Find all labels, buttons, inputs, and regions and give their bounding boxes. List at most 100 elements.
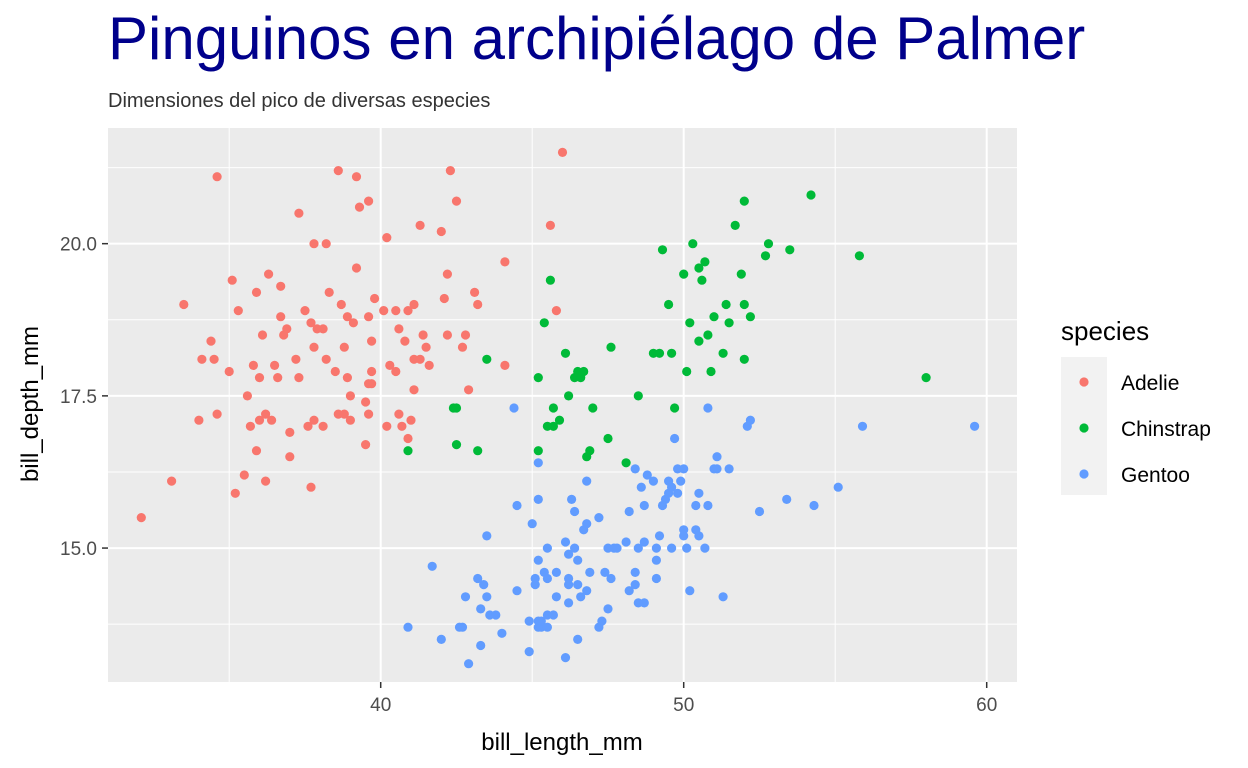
point-gentoo (560, 537, 571, 547)
point-adelie (282, 324, 292, 334)
point-chinstrap (706, 366, 716, 377)
point-adelie (451, 196, 462, 206)
point-adelie (251, 446, 262, 456)
point-adelie (409, 385, 419, 395)
x-tick-label: 40 (370, 695, 391, 716)
point-chinstrap (724, 318, 734, 328)
data-points (136, 147, 980, 669)
point-chinstrap (921, 373, 931, 383)
point-chinstrap (533, 446, 543, 456)
point-gentoo (403, 622, 413, 632)
point-chinstrap (564, 391, 574, 401)
point-chinstrap (667, 348, 677, 358)
point-adelie (406, 415, 416, 425)
point-adelie (309, 239, 319, 249)
point-adelie (361, 397, 371, 407)
point-adelie (361, 440, 371, 450)
point-chinstrap (718, 348, 728, 358)
point-gentoo (482, 592, 492, 602)
point-gentoo (639, 537, 649, 547)
point-gentoo (573, 634, 583, 645)
point-adelie (227, 275, 237, 285)
point-gentoo (809, 500, 819, 511)
point-gentoo (473, 573, 483, 584)
x-tick-labels: 40 50 60 (370, 695, 997, 716)
point-adelie (212, 172, 222, 182)
point-chinstrap (721, 299, 731, 310)
point-adelie (442, 330, 452, 340)
point-chinstrap (664, 299, 674, 310)
point-gentoo (594, 513, 604, 523)
point-chinstrap (473, 446, 483, 456)
point-adelie (394, 324, 404, 334)
point-gentoo (639, 500, 649, 511)
point-gentoo (630, 580, 640, 590)
point-adelie (354, 202, 365, 212)
point-chinstrap (670, 403, 680, 413)
point-adelie (264, 269, 274, 279)
point-adelie (436, 226, 446, 237)
point-gentoo (857, 421, 868, 431)
point-gentoo (673, 488, 683, 498)
point-gentoo (564, 598, 574, 608)
point-gentoo (427, 561, 437, 571)
point-gentoo (582, 519, 592, 529)
point-chinstrap (785, 245, 795, 255)
point-gentoo (782, 494, 792, 504)
point-gentoo (530, 573, 540, 584)
point-adelie (167, 476, 177, 486)
point-chinstrap (709, 312, 719, 322)
point-gentoo (648, 476, 659, 486)
point-adelie (270, 360, 280, 370)
point-gentoo (694, 488, 704, 498)
point-adelie (367, 336, 377, 346)
point-chinstrap (548, 403, 559, 413)
point-adelie (500, 257, 510, 267)
point-adelie (179, 299, 189, 310)
point-adelie (339, 342, 349, 352)
point-chinstrap (806, 190, 816, 200)
point-adelie (209, 354, 219, 364)
point-adelie (415, 354, 425, 364)
point-adelie (309, 415, 319, 425)
point-gentoo (497, 628, 507, 638)
point-gentoo (651, 555, 662, 565)
point-gentoo (633, 543, 643, 553)
point-adelie (233, 306, 243, 316)
point-chinstrap (403, 446, 413, 456)
point-chinstrap (682, 366, 692, 377)
point-gentoo (482, 531, 492, 541)
point-gentoo (606, 573, 616, 584)
point-adelie (500, 360, 510, 370)
point-gentoo (533, 458, 543, 468)
point-adelie (439, 293, 449, 304)
point-gentoo (582, 586, 592, 596)
point-adelie (285, 427, 295, 437)
y-tick-label: 15.0 (60, 539, 97, 560)
point-gentoo (603, 604, 613, 614)
point-gentoo (712, 452, 722, 462)
x-tick-label: 60 (976, 695, 997, 716)
point-gentoo (567, 494, 577, 504)
point-chinstrap (545, 275, 556, 285)
point-adelie (421, 342, 431, 352)
point-gentoo (560, 653, 571, 663)
x-axis-label: bill_length_mm (481, 729, 642, 756)
point-adelie (382, 421, 392, 431)
point-adelie (294, 373, 304, 383)
legend-items: Adelie Chinstrap Gentoo (1079, 372, 1211, 487)
point-gentoo (667, 482, 677, 492)
point-chinstrap (700, 257, 710, 267)
point-gentoo (597, 616, 607, 626)
point-chinstrap (703, 330, 713, 340)
point-adelie (367, 379, 377, 389)
point-gentoo (679, 525, 689, 535)
point-adelie (342, 312, 352, 322)
point-adelie (251, 287, 262, 297)
point-chinstrap (760, 251, 771, 261)
point-adelie (261, 409, 271, 419)
point-gentoo (654, 531, 665, 541)
point-adelie (351, 172, 362, 182)
point-chinstrap (736, 269, 746, 279)
